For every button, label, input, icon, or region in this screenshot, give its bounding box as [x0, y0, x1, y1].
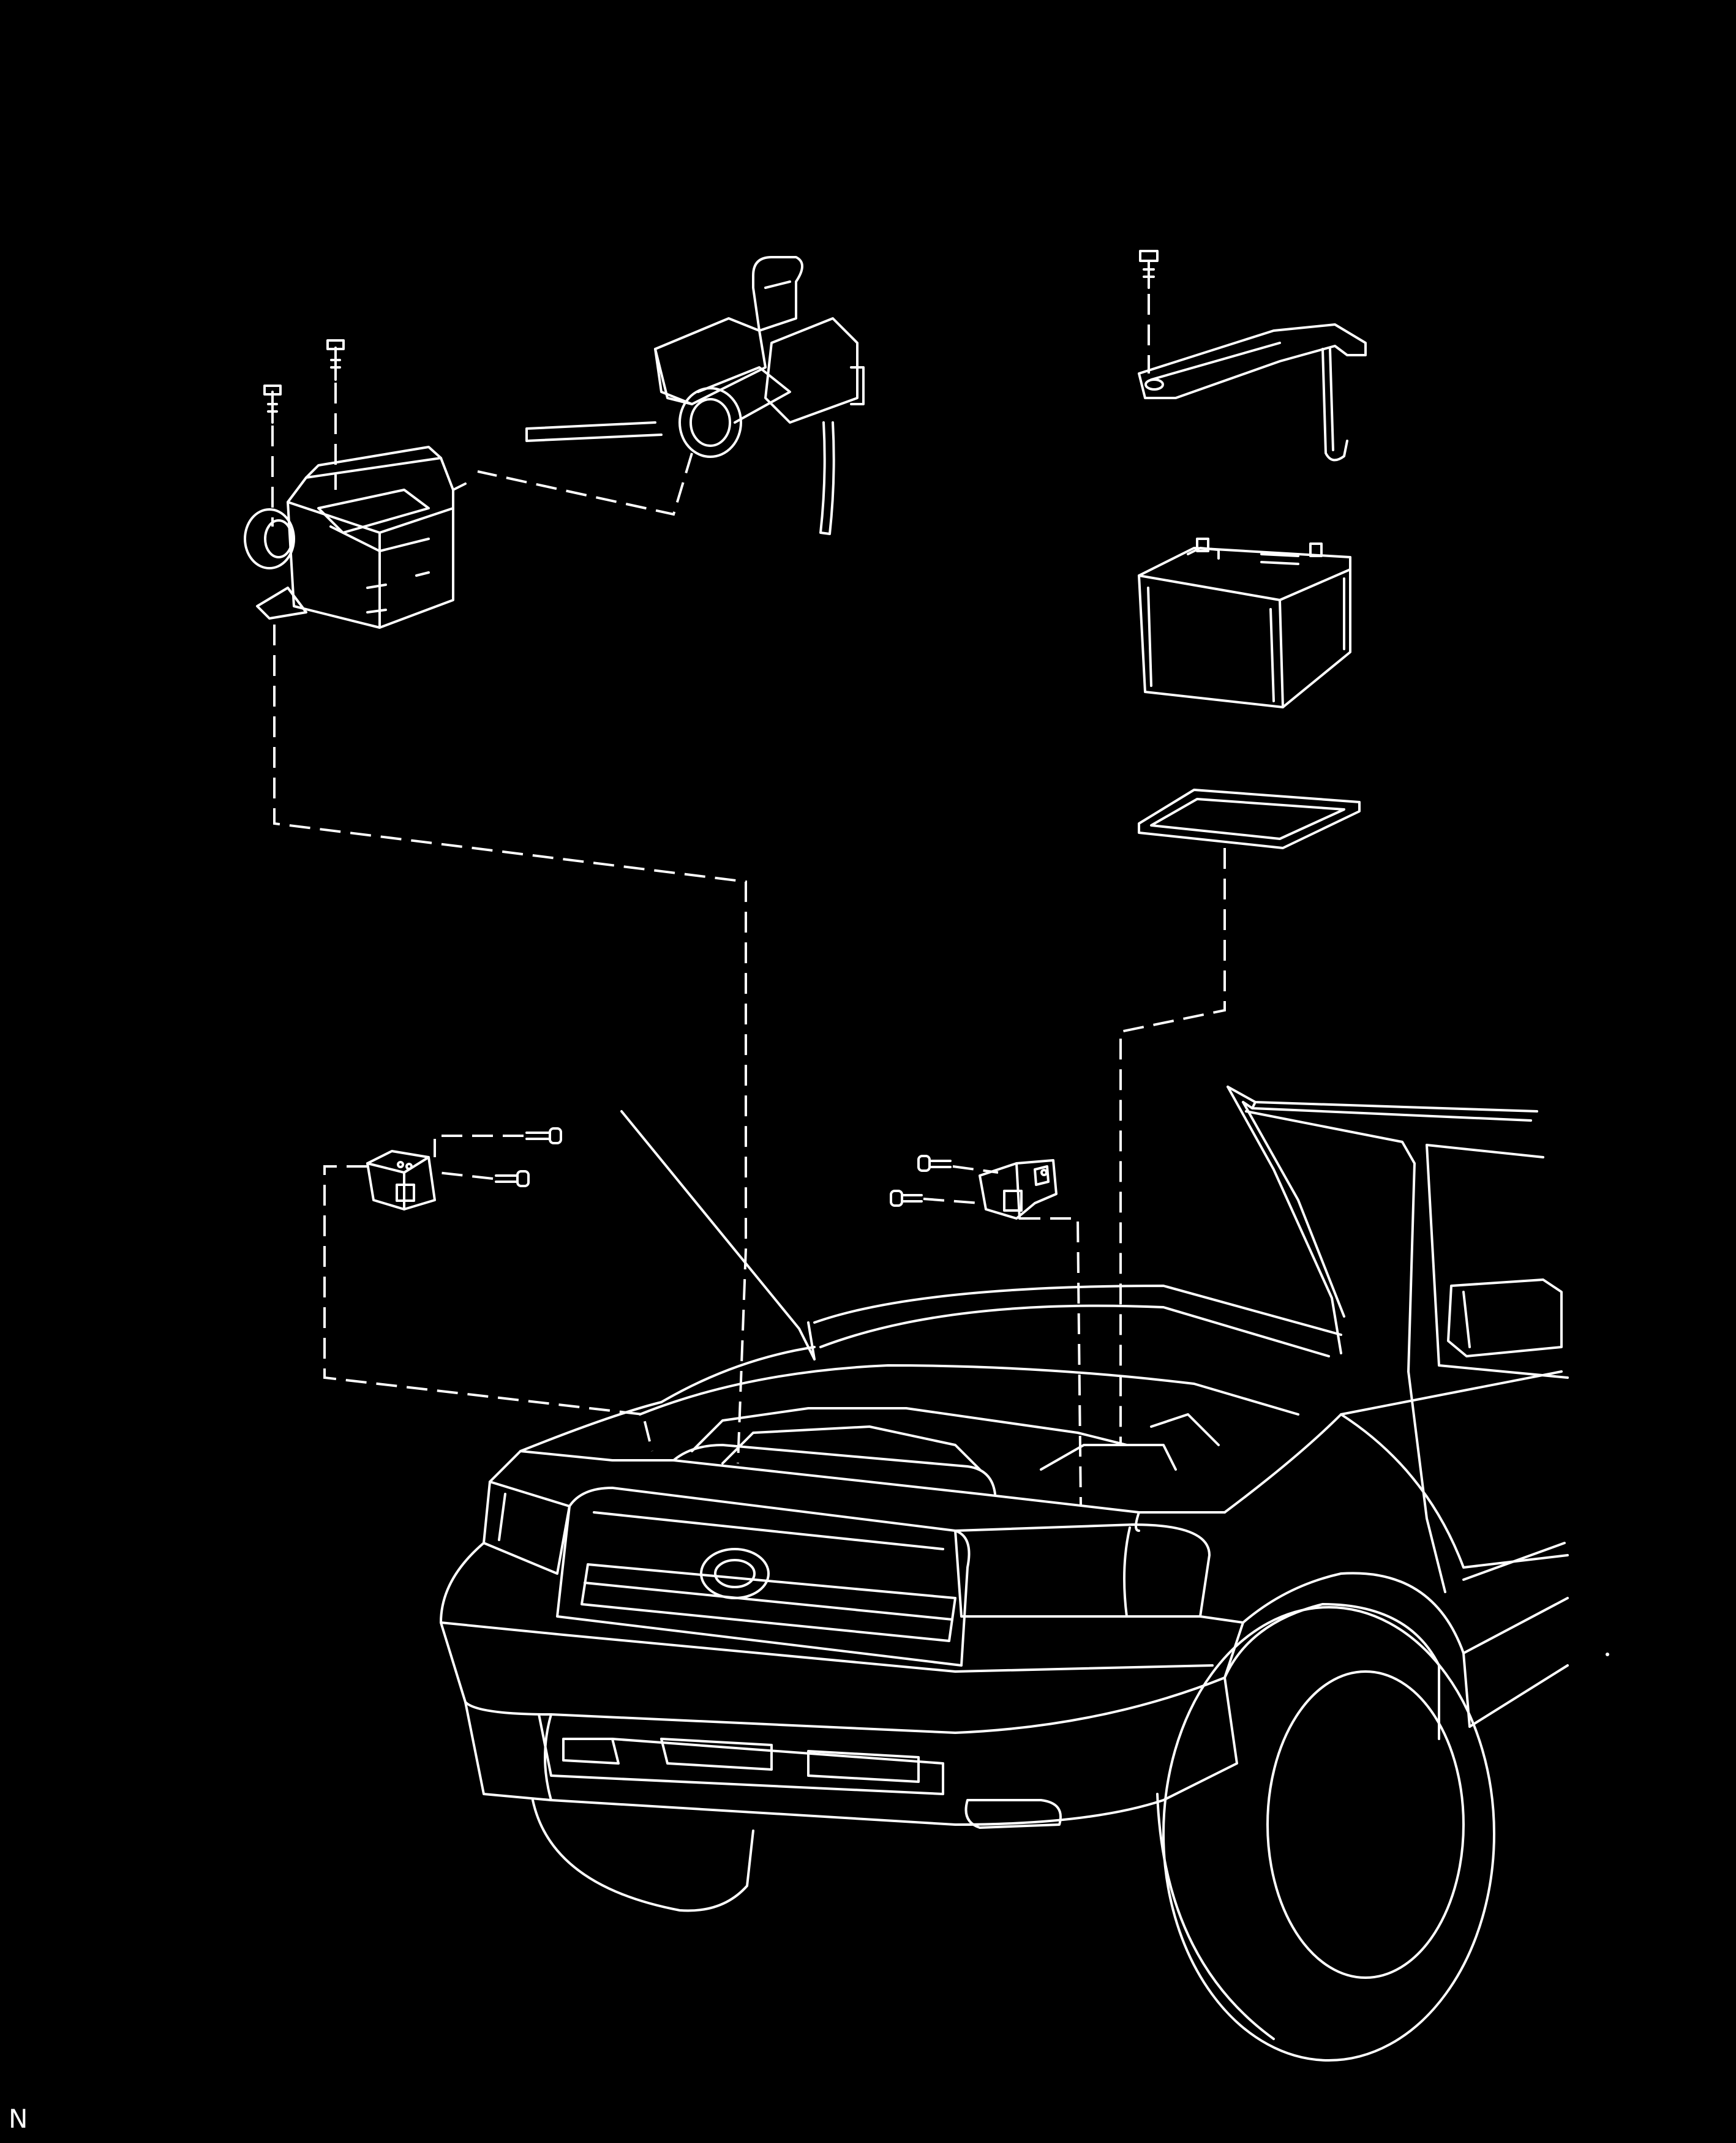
- leader-hose-to-case: [477, 452, 693, 516]
- leader-left-bracket-to-vehicle: [323, 1165, 653, 1452]
- air-intake-hose: [525, 256, 865, 535]
- vehicle-front-view: [440, 1086, 1569, 2062]
- air-cleaner-case: [244, 446, 467, 629]
- battery-hold-down-clamp: [1138, 323, 1367, 462]
- right-bracket-bolt-lower: [890, 1190, 923, 1207]
- leader-tray-to-vehicle: [1119, 848, 1226, 1445]
- left-bracket-bolt-lower: [495, 1170, 530, 1187]
- leader-left-bracket-bolts: [434, 1135, 524, 1180]
- left-bracket-bolt-upper: [525, 1127, 562, 1144]
- air-cleaner-bolt-left: [263, 385, 282, 424]
- right-bracket-bolt-upper: [917, 1155, 952, 1172]
- battery: [1138, 538, 1351, 708]
- air-cleaner-bolt-right: [326, 339, 345, 381]
- right-relay-bracket: [979, 1159, 1058, 1220]
- left-relay-bracket: [366, 1150, 436, 1210]
- clamp-bolt: [1139, 250, 1159, 289]
- corner-label: N: [9, 2104, 28, 2134]
- leader-right-bracket-bolts: [923, 1165, 999, 1204]
- battery-tray: [1138, 789, 1361, 849]
- leader-case-to-vehicle: [273, 625, 747, 1464]
- leader-right-bracket-to-vehicle: [1020, 1217, 1082, 1507]
- speck: [1606, 1653, 1609, 1656]
